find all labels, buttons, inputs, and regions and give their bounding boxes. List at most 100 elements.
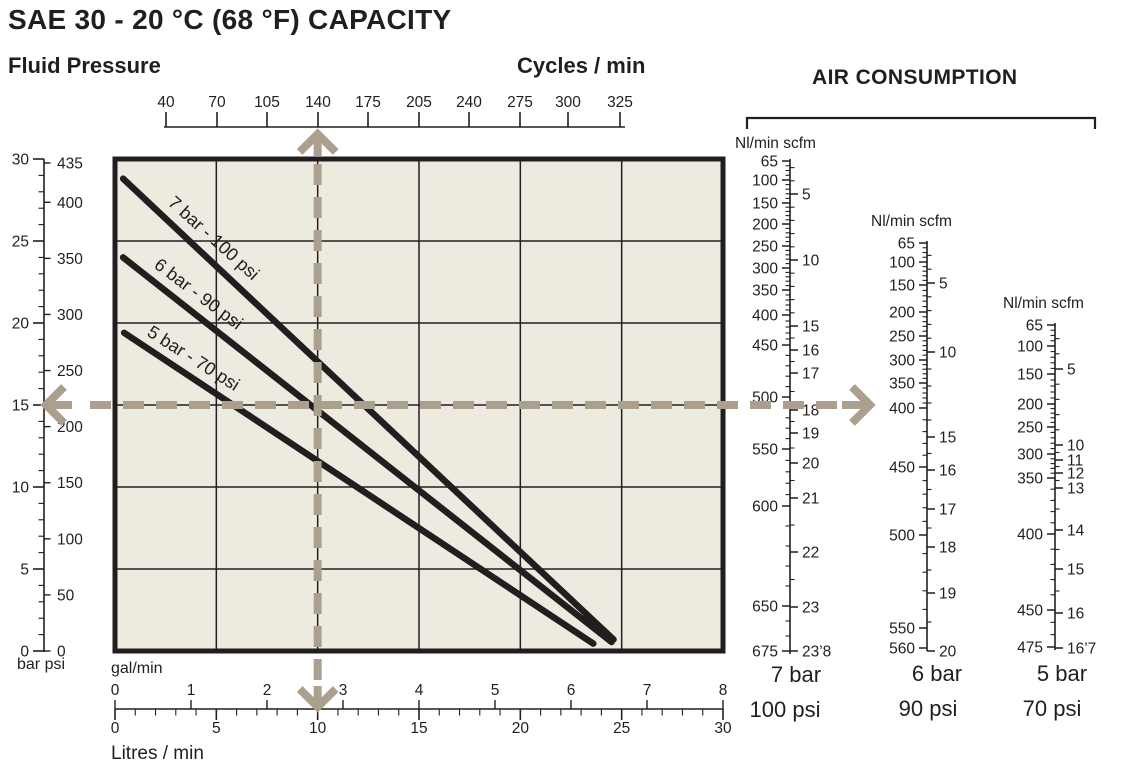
bar-psi-axis-label: bar psi — [17, 656, 66, 673]
litres-tick-label: 30 — [714, 720, 732, 737]
psi-tick-label: 350 — [57, 251, 83, 268]
litres-tick-label: 5 — [212, 720, 221, 737]
air-scale-2-units-label: Nl/min scfm — [871, 213, 952, 230]
litres-tick-label: 25 — [613, 720, 630, 737]
gal-tick-label: 1 — [187, 682, 196, 699]
air-scale-1-units-label: Nl/min scfm — [735, 135, 816, 152]
scfm-tick-label: 21 — [802, 491, 819, 508]
nl-tick-label: 250 — [1017, 420, 1043, 437]
gal-tick-label: 7 — [643, 682, 652, 699]
air-scale-2-bar-label: 6 bar — [911, 661, 963, 686]
cycles-tick-label: 175 — [355, 94, 381, 111]
capacity-line — [119, 254, 615, 646]
gal-tick-label: 5 — [491, 682, 500, 699]
scfm-tick-label: 16 — [939, 463, 956, 480]
scfm-tick-label: 23’8 — [802, 644, 831, 661]
nl-tick-label: 450 — [1017, 603, 1043, 620]
nl-tick-label: 200 — [889, 305, 915, 322]
scfm-tick-label: 18 — [939, 540, 956, 557]
scfm-tick-label: 10 — [1067, 438, 1085, 455]
bar-tick-label: 10 — [12, 480, 30, 497]
nl-tick-label: 450 — [889, 460, 915, 477]
scfm-tick-label: 5 — [1067, 362, 1076, 379]
nl-tick-label: 300 — [889, 353, 915, 370]
psi-tick-label: 150 — [57, 475, 83, 492]
nl-tick-label: 560 — [889, 641, 915, 658]
cycles-tick-label: 105 — [254, 94, 280, 111]
nl-tick-label: 600 — [752, 499, 778, 516]
scfm-tick-label: 20 — [939, 644, 957, 661]
nl-tick-label: 450 — [752, 338, 778, 355]
arrowhead — [40, 384, 67, 426]
psi-tick-label: 400 — [57, 195, 83, 212]
scfm-tick-label: 18 — [802, 403, 819, 420]
bar-tick-label: 15 — [12, 398, 29, 415]
nl-tick-label: 300 — [1017, 447, 1043, 464]
psi-tick-label: 435 — [57, 156, 83, 173]
nl-tick-label: 350 — [752, 283, 778, 300]
scfm-tick-label: 11 — [1067, 453, 1083, 470]
nl-tick-label: 65 — [898, 236, 915, 253]
nl-tick-label: 250 — [752, 239, 778, 256]
capacity-line — [119, 175, 617, 643]
scfm-tick-label: 19 — [802, 426, 819, 443]
litres-tick-label: 20 — [512, 720, 530, 737]
psi-tick-label: 250 — [57, 363, 83, 380]
scfm-tick-label: 17 — [939, 502, 956, 519]
nl-tick-label: 550 — [752, 442, 778, 459]
nl-tick-label: 675 — [752, 644, 778, 661]
litres-tick-label: 15 — [410, 720, 427, 737]
nl-tick-label: 150 — [752, 196, 778, 213]
air-scale-3-units-label: Nl/min scfm — [1003, 295, 1084, 312]
nl-tick-label: 550 — [889, 621, 915, 638]
bar-tick-label: 20 — [12, 316, 30, 333]
page-title: SAE 30 - 20 °C (68 °F) CAPACITY — [8, 4, 452, 35]
scfm-tick-label: 12 — [1067, 466, 1084, 483]
nl-tick-label: 250 — [889, 329, 915, 346]
nl-tick-label: 350 — [1017, 471, 1043, 488]
air-scale-1-psi-label: 100 psi — [749, 697, 821, 722]
air-consumption-title: AIR CONSUMPTION — [812, 66, 1018, 89]
psi-tick-label: 100 — [57, 531, 83, 548]
nl-tick-label: 400 — [889, 401, 915, 418]
nl-tick-label: 100 — [1017, 339, 1043, 356]
nl-tick-label: 300 — [752, 261, 778, 278]
nl-tick-label: 200 — [752, 217, 778, 234]
scfm-tick-label: 22 — [802, 545, 819, 562]
scfm-tick-label: 14 — [1067, 523, 1085, 540]
gal-tick-label: 0 — [111, 682, 120, 699]
scfm-tick-label: 13 — [1067, 481, 1084, 498]
air-scale-3-bar-label: 5 bar — [1036, 661, 1088, 686]
arrowhead — [296, 686, 339, 713]
litres-tick-label: 0 — [111, 720, 120, 737]
gal-tick-label: 6 — [567, 682, 576, 699]
nl-tick-label: 200 — [1017, 397, 1043, 414]
nl-tick-label: 100 — [752, 173, 778, 190]
scfm-tick-label: 19 — [939, 586, 956, 603]
scfm-tick-label: 10 — [802, 253, 820, 270]
litres-tick-label: 10 — [309, 720, 327, 737]
cycles-tick-label: 140 — [305, 94, 331, 111]
nl-tick-label: 65 — [761, 154, 778, 171]
scfm-tick-label: 15 — [802, 319, 819, 336]
fluid-pressure-label: Fluid Pressure — [8, 53, 161, 78]
nl-tick-label: 475 — [1017, 640, 1043, 657]
nl-tick-label: 500 — [889, 528, 915, 545]
cycles-tick-label: 300 — [555, 94, 581, 111]
scfm-tick-label: 20 — [802, 456, 820, 473]
arrowhead — [849, 384, 876, 426]
nl-tick-label: 100 — [889, 255, 915, 272]
bar-tick-label: 30 — [12, 152, 30, 169]
cycles-per-min-label: Cycles / min — [517, 53, 646, 78]
scfm-tick-label: 10 — [939, 345, 957, 362]
cycles-tick-label: 70 — [208, 94, 226, 111]
nl-tick-label: 350 — [889, 376, 915, 393]
air-scale-1-bar-label: 7 bar — [770, 662, 822, 687]
scfm-tick-label: 23 — [802, 600, 819, 617]
nl-tick-label: 400 — [752, 308, 778, 325]
scfm-tick-label: 16’7 — [1067, 641, 1096, 658]
psi-tick-label: 0 — [57, 644, 66, 661]
air-consumption-bracket — [745, 116, 1097, 129]
